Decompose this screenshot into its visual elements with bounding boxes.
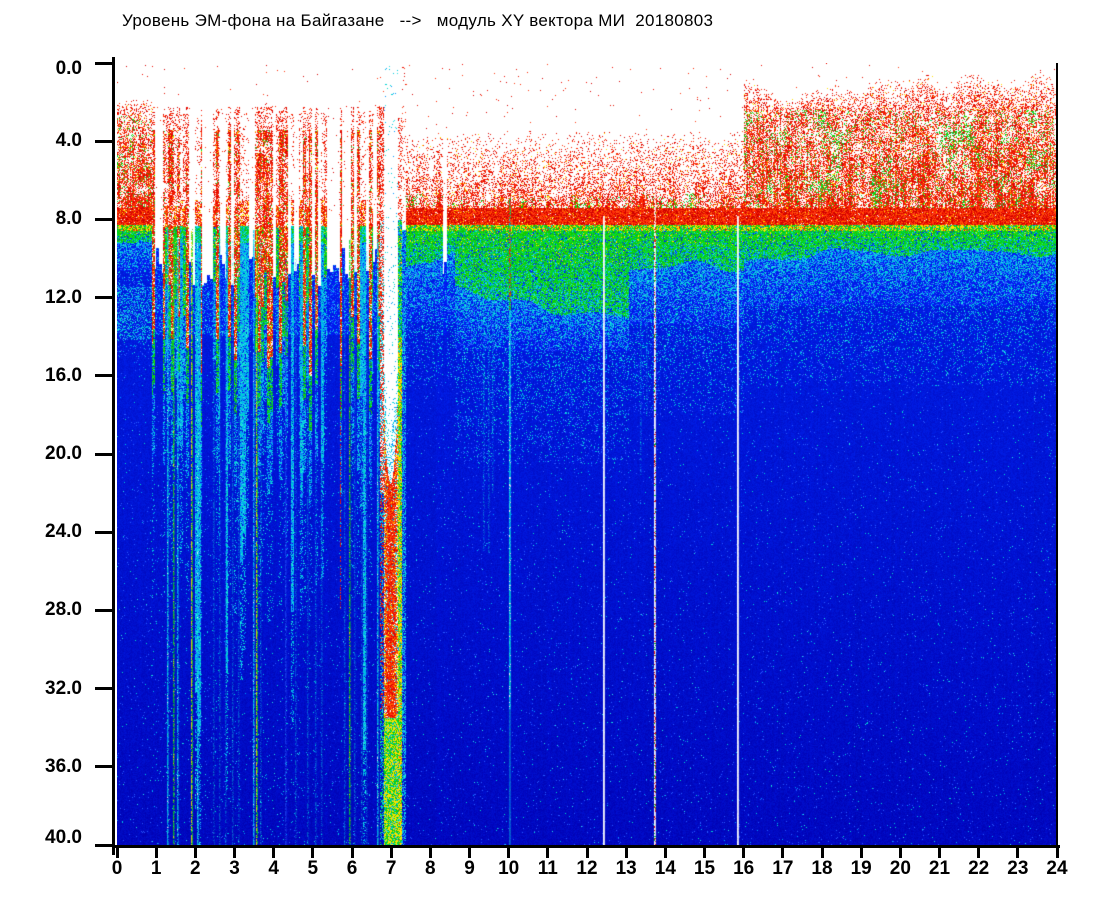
x-tick-label: 17 (772, 858, 794, 879)
y-tick-label: 16.0 (45, 364, 82, 386)
spectrogram-canvas (117, 63, 1057, 845)
x-tick-label: 15 (693, 858, 716, 879)
x-tick-mark (703, 848, 706, 858)
x-tick-mark (585, 848, 589, 858)
x-tick-mark (468, 848, 471, 858)
x-tick-mark (624, 848, 628, 858)
y-tick-label: 32.0 (45, 677, 82, 699)
y-tick-mark (95, 296, 113, 300)
x-tick-mark (1016, 848, 1020, 858)
y-tick-label: 36.0 (45, 755, 82, 777)
y-tick-label: 12.0 (45, 286, 82, 308)
y-tick-mark (95, 530, 113, 534)
y-tick-mark (95, 139, 113, 143)
plot-right-border (1056, 63, 1058, 845)
x-tick-mark (546, 848, 550, 858)
x-tick-label: 6 (346, 858, 358, 879)
x-tick-label: 21 (928, 858, 951, 879)
y-tick-mark (95, 217, 113, 221)
x-tick-mark (350, 848, 354, 858)
y-tick-label: 8.0 (55, 208, 82, 230)
x-tick-label: 11 (537, 858, 558, 879)
x-tick-mark (781, 848, 785, 858)
x-tick-mark (977, 848, 981, 858)
x-tick-label: 18 (811, 858, 833, 879)
x-tick-label: 10 (498, 858, 520, 879)
x-tick-mark (898, 848, 902, 858)
x-tick-label: 7 (385, 858, 397, 879)
x-tick-mark (1055, 848, 1059, 858)
x-axis-line (112, 845, 1060, 848)
x-tick-label: 23 (1007, 858, 1029, 879)
x-tick-mark (820, 848, 824, 858)
x-tick-label: 5 (307, 858, 319, 879)
x-tick-label: 13 (615, 858, 637, 879)
x-tick-mark (154, 848, 158, 858)
x-tick-label: 19 (850, 858, 872, 879)
x-tick-mark (663, 848, 667, 858)
x-tick-mark (193, 848, 197, 858)
x-tick-mark (507, 848, 511, 858)
x-tick-label: 14 (654, 858, 676, 879)
x-tick-mark (311, 848, 315, 858)
x-tick-label: 4 (268, 858, 279, 879)
x-tick-mark (742, 848, 746, 858)
x-tick-mark (272, 848, 276, 858)
y-tick-label: 28.0 (45, 599, 82, 621)
y-tick-label: 24.0 (45, 521, 82, 543)
x-tick-label: 12 (576, 858, 598, 879)
x-tick-label: 0 (111, 858, 123, 879)
x-tick-mark (233, 848, 236, 858)
x-tick-mark (389, 848, 393, 858)
x-tick-mark (428, 848, 432, 858)
y-tick-label: 20.0 (45, 443, 82, 464)
x-tick-label: 20 (889, 858, 911, 879)
y-tick-mark (95, 374, 113, 378)
y-tick-mark (95, 843, 113, 847)
x-tick-label: 9 (464, 858, 475, 879)
x-tick-label: 1 (150, 858, 162, 879)
chart-title: Уровень ЭМ-фона на Байгазане --> модуль … (122, 11, 714, 30)
y-tick-mark (95, 687, 113, 691)
y-tick-label: 4.0 (55, 130, 82, 152)
y-axis-line (112, 57, 115, 855)
x-tick-label: 3 (229, 858, 240, 879)
y-tick-mark (95, 452, 113, 456)
y-tick-mark (95, 608, 113, 612)
x-tick-mark (938, 848, 941, 858)
x-tick-mark (859, 848, 863, 858)
x-tick-label: 8 (425, 858, 436, 879)
x-tick-label: 2 (190, 858, 201, 879)
x-tick-label: 24 (1046, 858, 1068, 879)
y-tick-label: 40.0 (45, 827, 82, 848)
y-tick-label: 0.0 (55, 58, 82, 79)
x-tick-label: 22 (968, 858, 990, 879)
y-tick-mark (95, 765, 113, 769)
x-tick-label: 16 (733, 858, 755, 879)
y-tick-mark (95, 61, 113, 65)
x-tick-mark (115, 848, 119, 858)
